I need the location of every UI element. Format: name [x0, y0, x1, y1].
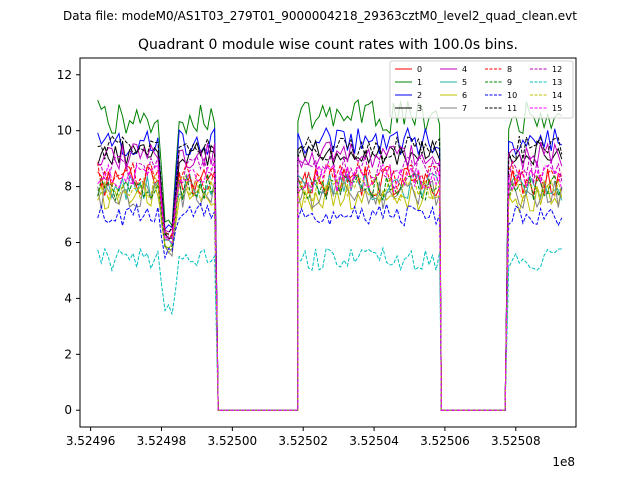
legend-label-11: 11 — [507, 104, 517, 113]
series-line-1 — [97, 98, 563, 411]
legend-label-6: 6 — [462, 91, 467, 100]
x-tick-label: 3.52500 — [208, 434, 258, 448]
legend-label-1: 1 — [417, 78, 422, 87]
legend-label-9: 9 — [507, 78, 512, 87]
chart-suptitle: Data file: modeM0/AS1T03_279T01_90000042… — [63, 9, 577, 23]
x-tick-label: 3.52502 — [278, 434, 328, 448]
legend-label-0: 0 — [417, 65, 422, 74]
legend-label-3: 3 — [417, 104, 422, 113]
legend-label-5: 5 — [462, 78, 467, 87]
legend-label-4: 4 — [462, 65, 467, 74]
y-tick-label: 12 — [57, 68, 72, 82]
x-tick-label: 3.52508 — [491, 434, 541, 448]
legend-box — [389, 60, 574, 119]
legend-label-12: 12 — [552, 65, 562, 74]
chart-title: Quadrant 0 module wise count rates with … — [138, 37, 518, 53]
x-tick-label: 3.52498 — [137, 434, 187, 448]
y-axis-ticks: 0 2 4 6 8 10 12 — [57, 68, 80, 417]
x-tick-label: 3.52504 — [349, 434, 399, 448]
x-tick-label: 3.52506 — [420, 434, 470, 448]
plot-lines — [97, 98, 563, 411]
series-line-0 — [97, 165, 563, 411]
y-tick-label: 4 — [64, 291, 72, 305]
series-line-14 — [97, 173, 563, 411]
legend-label-2: 2 — [417, 91, 422, 100]
x-axis-ticks: 3.52496 3.52498 3.52500 3.52502 3.52504 3.525… — [66, 427, 541, 448]
legend-label-15: 15 — [552, 104, 562, 113]
series-line-6 — [97, 183, 563, 411]
legend-label-10: 10 — [507, 91, 517, 100]
series-line-11 — [97, 134, 563, 411]
series-line-7 — [97, 179, 563, 411]
series-line-5 — [97, 171, 563, 411]
y-tick-label: 10 — [57, 124, 72, 138]
series-line-3 — [97, 139, 563, 411]
series-line-8 — [97, 160, 563, 411]
legend-label-13: 13 — [552, 78, 562, 87]
series-line-9 — [97, 172, 563, 411]
legend-label-8: 8 — [507, 65, 512, 74]
y-tick-label: 8 — [64, 180, 72, 194]
y-tick-label: 0 — [64, 403, 72, 417]
x-offset-label: 1e8 — [552, 455, 575, 469]
y-tick-label: 6 — [64, 236, 72, 250]
x-tick-label: 3.52496 — [66, 434, 116, 448]
legend-label-7: 7 — [462, 104, 467, 113]
y-tick-label: 2 — [64, 347, 72, 361]
series-line-13 — [97, 246, 562, 411]
series-line-15 — [97, 162, 563, 411]
legend-label-14: 14 — [552, 91, 562, 100]
series-line-12 — [97, 154, 563, 411]
